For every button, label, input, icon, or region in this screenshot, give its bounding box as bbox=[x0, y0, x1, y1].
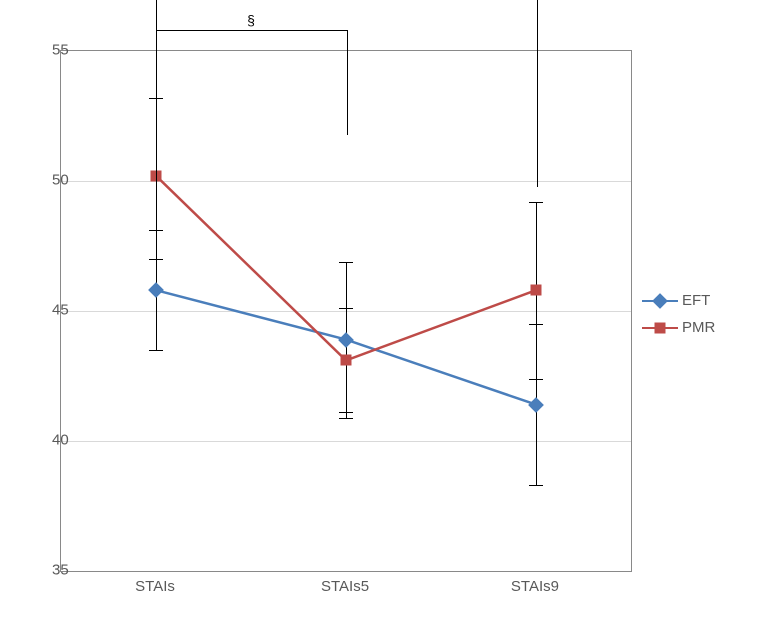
error-bar-cap bbox=[529, 202, 543, 203]
marker-pmr bbox=[530, 285, 541, 296]
error-bar-cap bbox=[339, 418, 353, 419]
marker-eft bbox=[148, 282, 164, 298]
error-bar-cap bbox=[339, 412, 353, 413]
x-tick-label: STAIs bbox=[135, 578, 175, 595]
error-bar-cap bbox=[149, 350, 163, 351]
marker-pmr bbox=[341, 355, 352, 366]
legend-swatch bbox=[642, 327, 678, 329]
error-bar-cap bbox=[339, 308, 353, 309]
error-bar-cap bbox=[149, 259, 163, 260]
plot-area: §* bbox=[60, 50, 632, 572]
error-bar-cap bbox=[529, 379, 543, 380]
x-tick-label: STAIs9 bbox=[511, 578, 559, 595]
chart-container: { "canvas": { "width": 782, "height": 62… bbox=[0, 0, 782, 624]
legend-swatch bbox=[642, 300, 678, 302]
legend-label: EFT bbox=[682, 292, 710, 309]
error-bar-cap bbox=[529, 485, 543, 486]
legend-item-eft: EFT bbox=[642, 292, 715, 309]
error-bar-cap bbox=[339, 262, 353, 263]
gridline bbox=[61, 441, 631, 442]
legend: EFT PMR bbox=[642, 292, 715, 346]
significance-bracket bbox=[156, 0, 538, 187]
x-tick-label: STAIs5 bbox=[321, 578, 369, 595]
marker-eft bbox=[338, 332, 354, 348]
legend-label: PMR bbox=[682, 319, 715, 336]
marker-eft bbox=[528, 397, 544, 413]
legend-item-pmr: PMR bbox=[642, 319, 715, 336]
